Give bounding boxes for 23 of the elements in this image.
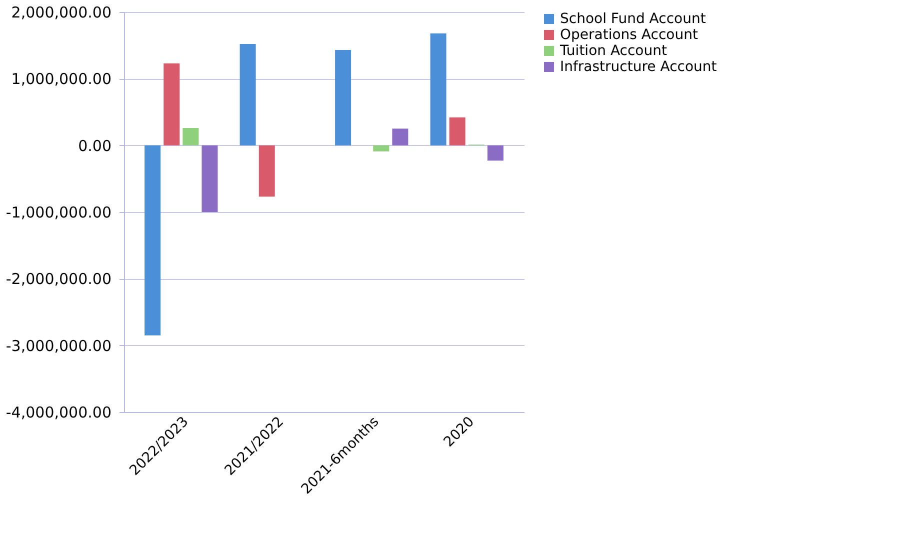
bar [240, 44, 256, 146]
y-tick-label: 1,000,000.00 [11, 70, 112, 88]
bar [164, 63, 180, 146]
legend-label: Infrastructure Account [560, 59, 718, 75]
bar [487, 145, 504, 161]
bar [430, 33, 446, 146]
y-tick-label: -1,000,000.00 [6, 204, 112, 222]
bar [258, 145, 275, 197]
bar [392, 128, 408, 146]
bar [144, 145, 161, 336]
legend-label: School Fund Account [560, 11, 706, 27]
legend-label: Operations Account [560, 27, 698, 43]
bar [449, 117, 466, 146]
y-tick-label: -2,000,000.00 [6, 270, 112, 288]
y-tick-label: -4,000,000.00 [6, 404, 112, 422]
bar [373, 145, 390, 152]
legend-label: Tuition Account [559, 43, 668, 59]
y-tick-label: -3,000,000.00 [6, 336, 112, 355]
bar [182, 128, 199, 146]
bar [335, 50, 352, 146]
bar [202, 145, 218, 212]
y-tick-label: 0.00 [78, 136, 112, 155]
y-tick-label: 2,000,000.00 [11, 4, 112, 22]
